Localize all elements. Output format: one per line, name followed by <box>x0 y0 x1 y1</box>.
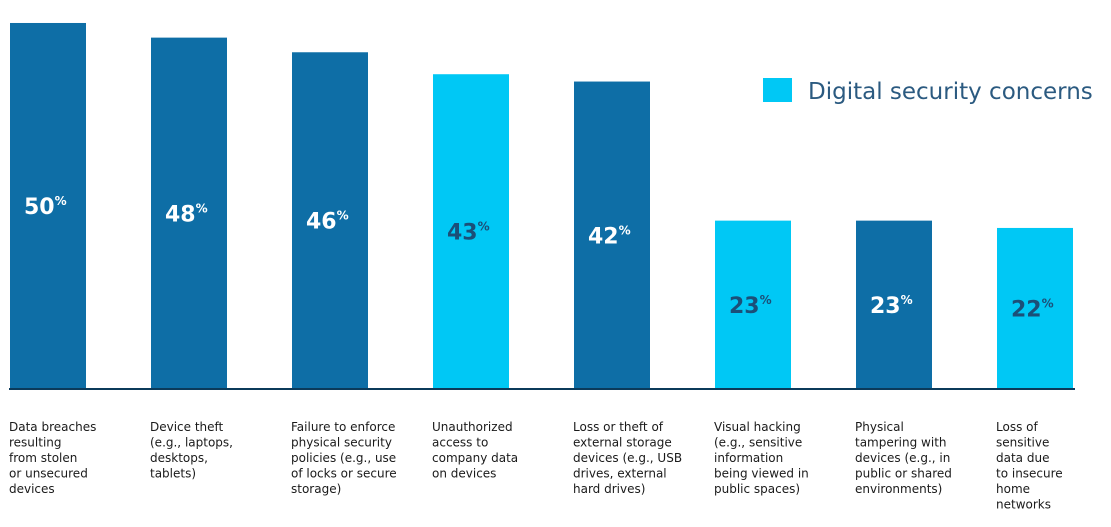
category-labels: Data breaches resulting from stolen or unse… <box>9 420 1063 512</box>
legend: Digital security concerns <box>763 78 1093 105</box>
bar <box>997 227 1073 389</box>
bar <box>151 37 227 389</box>
bars: 50% 48% 46% 43% 42% 23% 23% 22% <box>10 22 1073 389</box>
category-label: Failure to enforce physical security polic… <box>291 420 397 496</box>
bar <box>715 220 791 389</box>
category-label: Visual hacking (e.g., sensitive informatio… <box>714 420 809 496</box>
bar-value-label: 22% <box>1011 296 1054 322</box>
bar-value-label: 48% <box>165 201 208 227</box>
legend-swatch <box>763 78 792 102</box>
bar-value-label: 43% <box>447 220 490 246</box>
category-label: Loss or theft of external storage devices … <box>573 420 682 496</box>
bar <box>574 81 650 389</box>
bar <box>856 220 932 389</box>
bar-value-label: 23% <box>870 293 913 319</box>
bar-value-label: 23% <box>729 293 772 319</box>
bar <box>10 22 86 389</box>
bar <box>433 74 509 389</box>
legend-label: Digital security concerns <box>808 79 1093 105</box>
bar-value-label: 50% <box>24 194 67 220</box>
category-label: Device theft (e.g., laptops, desktops, tabl… <box>150 420 233 481</box>
category-label: Unauthorized access to company data on devi… <box>432 420 518 481</box>
category-label: Loss of sensitive data due to insecure home n… <box>996 420 1063 512</box>
bar <box>292 52 368 389</box>
bar-value-label: 46% <box>306 209 349 235</box>
bar-value-label: 42% <box>588 223 631 249</box>
category-label: Data breaches resulting from stolen or unse… <box>9 420 96 496</box>
category-label: Physical tampering with devices (e.g., in p… <box>855 420 952 496</box>
